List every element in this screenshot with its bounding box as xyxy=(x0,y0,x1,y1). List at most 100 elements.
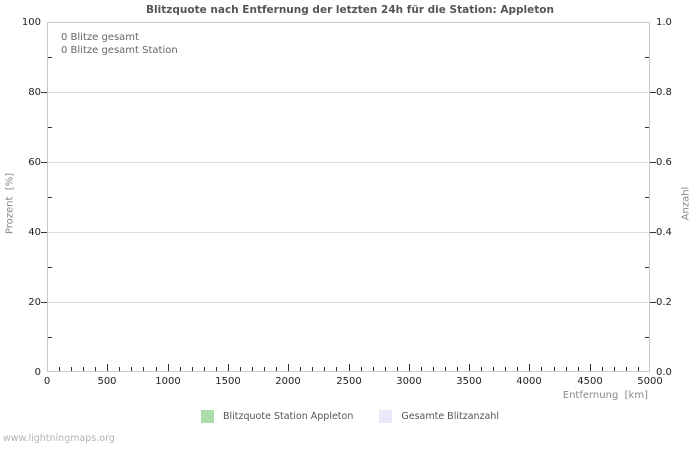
chart-title: Blitzquote nach Entfernung der letzten 2… xyxy=(146,4,554,16)
x-minor-tick xyxy=(204,367,205,371)
y-axis-label-left: Prozent [%] xyxy=(4,172,16,235)
y-right-minor-tick xyxy=(645,337,649,338)
legend-item: Blitzquote Station Appleton xyxy=(201,409,354,423)
x-major-tick xyxy=(469,364,470,371)
gridline-horizontal xyxy=(48,232,649,233)
y-left-minor-tick xyxy=(48,127,52,128)
annotation-total-strikes: 0 Blitze gesamt xyxy=(61,32,139,43)
x-minor-tick xyxy=(541,367,542,371)
x-minor-tick xyxy=(566,367,567,371)
y-left-major-tick xyxy=(41,232,47,233)
x-minor-tick xyxy=(216,367,217,371)
x-tick-label: 4500 xyxy=(577,376,603,387)
y-left-tick-label: 60 xyxy=(28,157,41,168)
x-tick-label: 3000 xyxy=(396,376,422,387)
plot-area: 0 Blitze gesamt 0 Blitze gesamt Station xyxy=(47,22,650,372)
x-tick-label: 2000 xyxy=(275,376,301,387)
watermark-url: www.lightningmaps.org xyxy=(3,433,115,444)
x-major-tick xyxy=(107,364,108,371)
x-minor-tick xyxy=(252,367,253,371)
y-right-major-tick xyxy=(650,162,656,163)
y-right-major-tick xyxy=(650,92,656,93)
y-right-minor-tick xyxy=(645,127,649,128)
x-minor-tick xyxy=(71,367,72,371)
y-right-tick-label: 0.4 xyxy=(656,227,672,238)
x-tick-label: 3500 xyxy=(456,376,482,387)
x-minor-tick xyxy=(180,367,181,371)
x-minor-tick xyxy=(614,367,615,371)
y-right-tick-label: 0.0 xyxy=(656,367,672,378)
x-minor-tick xyxy=(493,367,494,371)
y-left-minor-tick xyxy=(48,57,52,58)
x-minor-tick xyxy=(156,367,157,371)
x-axis-label: Entfernung [km] xyxy=(562,390,648,401)
x-tick-label: 1000 xyxy=(155,376,181,387)
x-tick-label: 500 xyxy=(97,376,117,387)
gridline-horizontal xyxy=(48,302,649,303)
y-right-major-tick xyxy=(650,302,656,303)
x-minor-tick xyxy=(602,367,603,371)
x-minor-tick xyxy=(638,367,639,371)
y-left-tick-label: 20 xyxy=(28,297,41,308)
x-minor-tick xyxy=(300,367,301,371)
x-major-tick xyxy=(288,364,289,371)
y-right-tick-label: 1.0 xyxy=(656,17,672,28)
annotation-station-strikes: 0 Blitze gesamt Station xyxy=(61,45,178,56)
x-minor-tick xyxy=(143,367,144,371)
y-left-tick-label: 80 xyxy=(28,87,41,98)
y-right-minor-tick xyxy=(645,267,649,268)
x-minor-tick xyxy=(385,367,386,371)
x-tick-label: 5000 xyxy=(637,376,663,387)
y-left-major-tick xyxy=(41,92,47,93)
y-right-tick-label: 0.6 xyxy=(656,157,672,168)
x-tick-label: 2500 xyxy=(336,376,362,387)
x-minor-tick xyxy=(445,367,446,371)
x-major-tick xyxy=(349,364,350,371)
x-major-tick xyxy=(529,364,530,371)
x-tick-label: 1500 xyxy=(215,376,241,387)
legend-swatch-icon xyxy=(379,409,393,423)
x-minor-tick xyxy=(131,367,132,371)
x-minor-tick xyxy=(264,367,265,371)
x-minor-tick xyxy=(336,367,337,371)
legend-label: Gesamte Blitzanzahl xyxy=(401,410,499,422)
x-minor-tick xyxy=(457,367,458,371)
y-left-minor-tick xyxy=(48,267,52,268)
y-left-minor-tick xyxy=(48,197,52,198)
x-major-tick xyxy=(168,364,169,371)
x-minor-tick xyxy=(240,367,241,371)
x-minor-tick xyxy=(119,367,120,371)
gridline-horizontal xyxy=(48,92,649,93)
y-left-tick-label: 0 xyxy=(34,367,41,378)
y-left-tick-label: 100 xyxy=(21,17,41,28)
y-left-tick-label: 40 xyxy=(28,227,41,238)
x-minor-tick xyxy=(373,367,374,371)
x-minor-tick xyxy=(578,367,579,371)
y-right-major-tick xyxy=(650,232,656,233)
y-left-major-tick xyxy=(41,302,47,303)
x-major-tick xyxy=(590,364,591,371)
x-tick-label: 0 xyxy=(43,376,51,387)
x-minor-tick xyxy=(276,367,277,371)
y-right-minor-tick xyxy=(645,57,649,58)
x-minor-tick xyxy=(83,367,84,371)
y-right-tick-label: 0.8 xyxy=(656,87,672,98)
x-major-tick xyxy=(409,364,410,371)
x-minor-tick xyxy=(626,367,627,371)
x-minor-tick xyxy=(481,367,482,371)
x-minor-tick xyxy=(397,367,398,371)
y-right-minor-tick xyxy=(645,197,649,198)
y-left-minor-tick xyxy=(48,337,52,338)
x-major-tick xyxy=(228,364,229,371)
x-tick-label: 4000 xyxy=(516,376,542,387)
y-axis-label-right: Anzahl xyxy=(680,186,692,221)
x-minor-tick xyxy=(192,367,193,371)
y-right-tick-label: 0.2 xyxy=(656,297,672,308)
legend-label: Blitzquote Station Appleton xyxy=(223,410,354,422)
legend-swatch-icon xyxy=(201,409,214,423)
gridline-horizontal xyxy=(48,162,649,163)
x-minor-tick xyxy=(517,367,518,371)
x-minor-tick xyxy=(554,367,555,371)
x-minor-tick xyxy=(433,367,434,371)
